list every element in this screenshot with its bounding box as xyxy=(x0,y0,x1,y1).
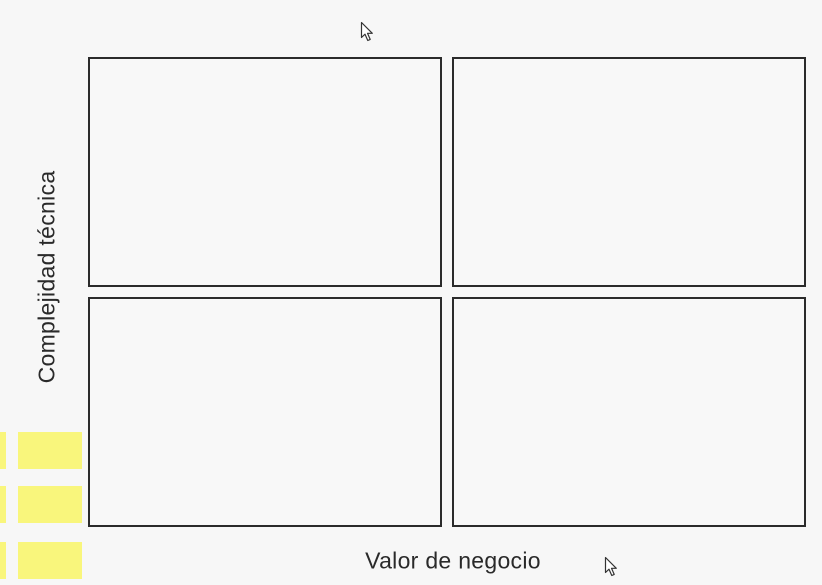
sticky-note[interactable] xyxy=(0,542,6,579)
x-axis-label: Valor de negocio xyxy=(365,547,541,574)
quadrant-top-right xyxy=(452,57,806,287)
pointer-cursor-icon xyxy=(604,556,617,577)
pointer-cursor-icon xyxy=(360,21,373,42)
sticky-note[interactable] xyxy=(0,486,6,523)
sticky-note[interactable] xyxy=(18,486,82,523)
sticky-note[interactable] xyxy=(0,432,6,469)
quadrant-bottom-right xyxy=(452,297,806,527)
quadrant-bottom-left xyxy=(88,297,442,527)
sticky-note[interactable] xyxy=(18,432,82,469)
quadrant-top-left xyxy=(88,57,442,287)
sticky-note[interactable] xyxy=(18,542,82,579)
y-axis-label: Complejidad técnica xyxy=(33,170,60,384)
